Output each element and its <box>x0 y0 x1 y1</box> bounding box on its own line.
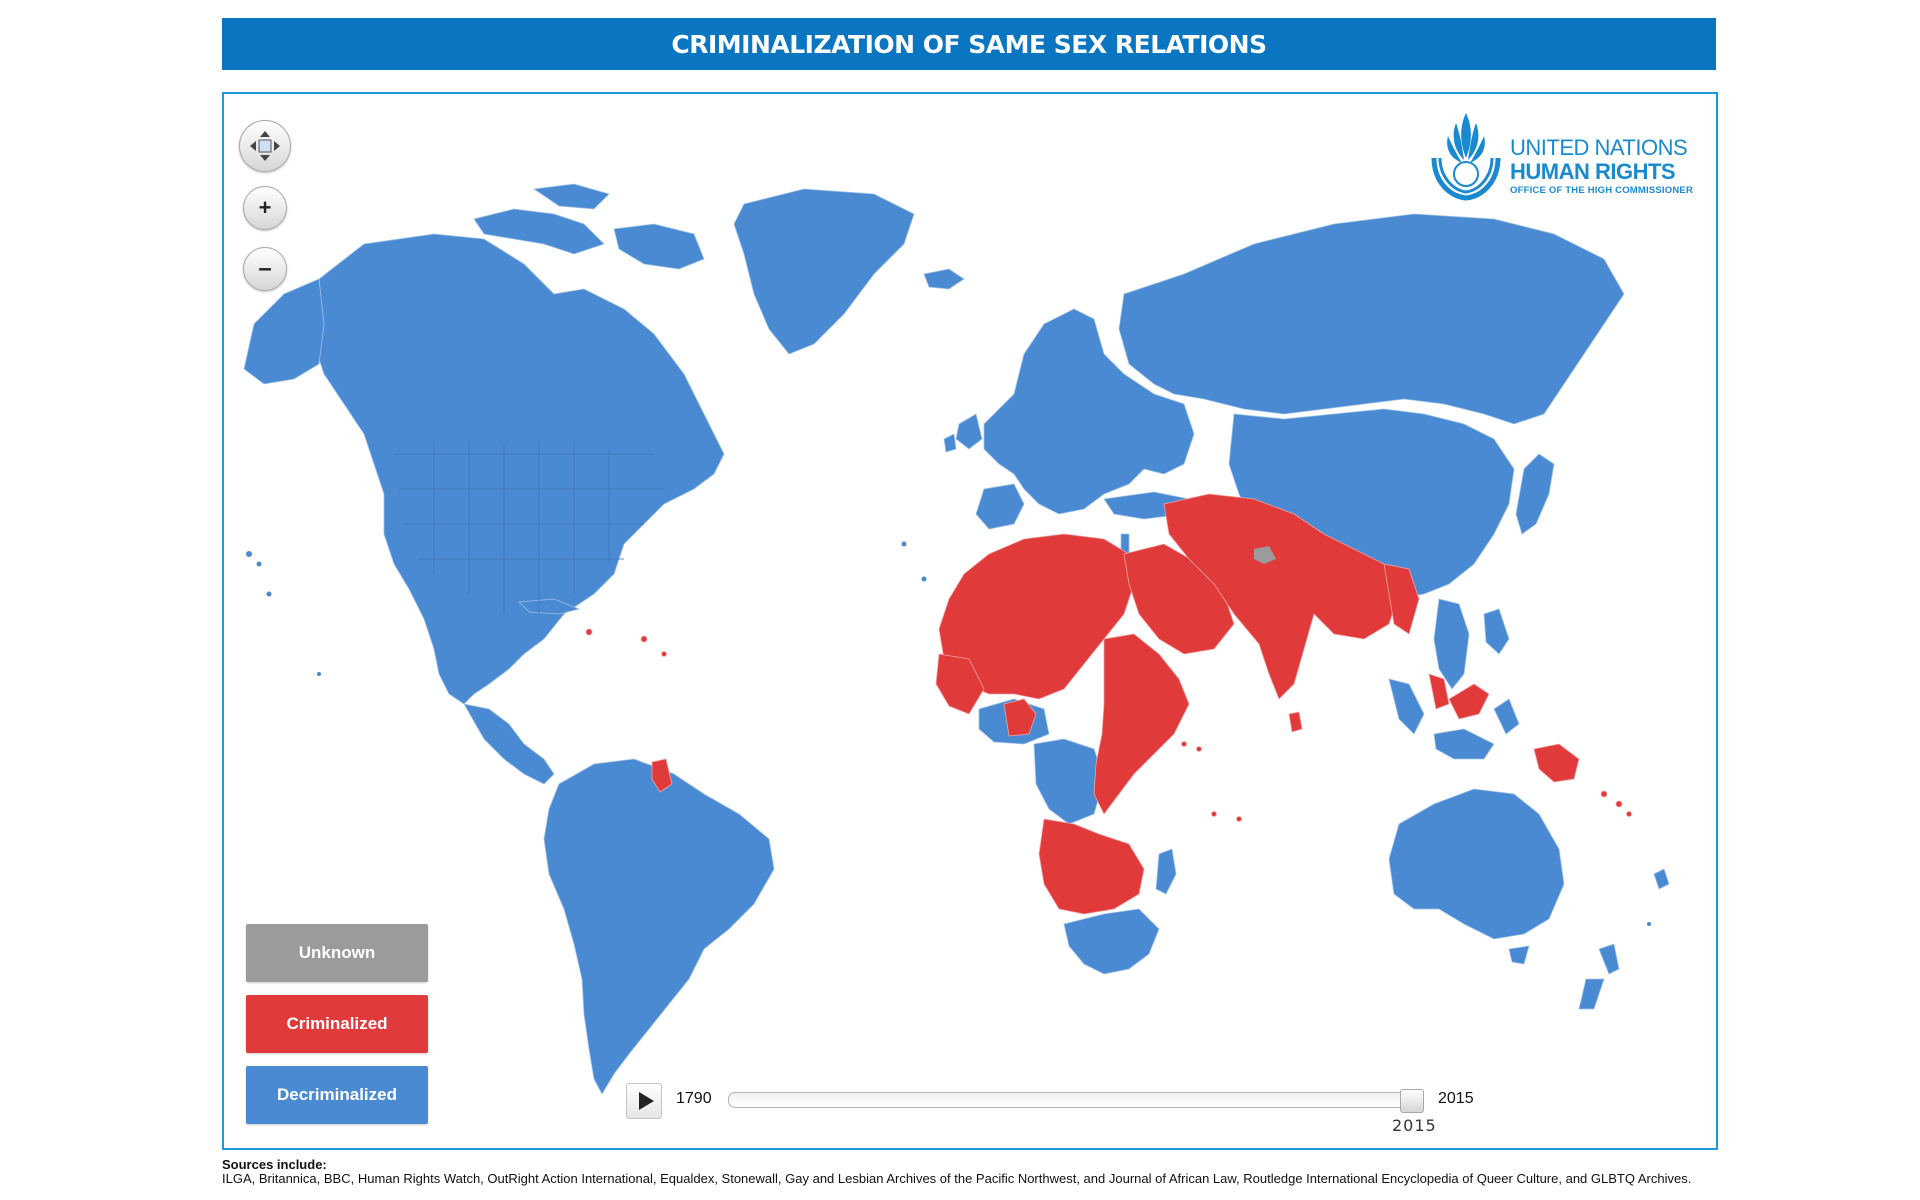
region-south-asia <box>1163 493 1400 700</box>
sources-note: Sources include: ILGA, Britannica, BBC, … <box>222 1158 1722 1186</box>
region-alaska <box>243 278 325 385</box>
current-year-readout: 2015 <box>1392 1116 1437 1135</box>
play-button[interactable] <box>626 1083 662 1119</box>
region-australia <box>1388 788 1565 940</box>
legend-unknown[interactable]: Unknown <box>246 924 428 982</box>
legend-criminalized[interactable]: Criminalized <box>246 995 428 1053</box>
region-south-africa <box>1063 908 1160 975</box>
timeline-start-year: 1790 <box>676 1090 712 1107</box>
logo-line-2: HUMAN RIGHTS <box>1510 159 1676 184</box>
year-slider-handle[interactable] <box>1400 1089 1424 1113</box>
legend-decriminalized[interactable]: Decriminalized <box>246 1066 428 1124</box>
timeline-end-year: 2015 <box>1438 1090 1474 1107</box>
region-north-africa <box>938 533 1135 700</box>
logo-line-1: UNITED NATIONS <box>1510 135 1688 160</box>
us-state-borders <box>394 444 664 614</box>
map-title: CRIMINALIZATION OF SAME SEX RELATIONS <box>222 18 1716 70</box>
sources-heading: Sources include: <box>222 1157 327 1172</box>
region-unknown <box>1254 546 1276 564</box>
timeline-control: 1790 2015 2015 <box>224 1054 1716 1135</box>
un-logo: UNITED NATIONS HUMAN RIGHTS OFFICE OF TH… <box>1426 108 1696 208</box>
sources-text: ILGA, Britannica, BBC, Human Rights Watc… <box>222 1171 1692 1186</box>
world-map[interactable] <box>224 94 1716 1148</box>
region-europe <box>983 308 1195 515</box>
region-north-america <box>313 233 725 705</box>
region-russia <box>1118 213 1625 425</box>
un-emblem-icon <box>1431 113 1501 201</box>
year-slider-track[interactable] <box>728 1089 1424 1113</box>
region-east-africa <box>1093 633 1190 815</box>
region-arctic-islands <box>473 208 605 255</box>
pan-control[interactable] <box>239 120 291 172</box>
pan-arrows-icon <box>250 131 280 161</box>
region-greenland <box>733 188 915 355</box>
map-frame[interactable]: + – UNITED NATIONS HUMAN RIGHTS OFFICE O… <box>222 92 1718 1150</box>
play-icon <box>638 1092 654 1110</box>
region-central-america <box>463 703 555 785</box>
zoom-out-button[interactable]: – <box>243 247 287 291</box>
zoom-in-button[interactable]: + <box>243 186 287 230</box>
region-south-america <box>543 758 775 1095</box>
logo-line-3: OFFICE OF THE HIGH COMMISSIONER <box>1510 185 1694 196</box>
